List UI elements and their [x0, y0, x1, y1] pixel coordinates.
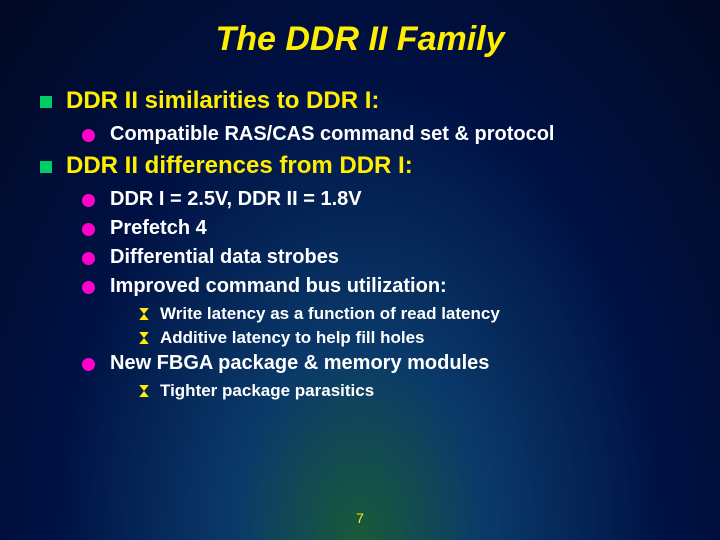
section-heading: DDR II differences from DDR I:: [40, 152, 680, 180]
slide: The DDR II Family DDR II similarities to…: [0, 0, 720, 425]
bullet-item: DDR I = 2.5V, DDR II = 1.8V: [82, 188, 680, 211]
section-heading: DDR II similarities to DDR I:: [40, 87, 680, 115]
bullet-item: New FBGA package & memory modules: [82, 352, 680, 375]
page-number: 7: [0, 510, 720, 526]
bullet-item: Differential data strobes: [82, 246, 680, 269]
bullet-item: Prefetch 4: [82, 217, 680, 240]
sub-bullet-item: Tighter package parasitics: [138, 381, 680, 401]
slide-title: The DDR II Family: [40, 20, 680, 59]
bullet-item: Compatible RAS/CAS command set & protoco…: [82, 123, 680, 146]
sub-bullet-item: Additive latency to help fill holes: [138, 328, 680, 348]
bullet-item: Improved command bus utilization:: [82, 275, 680, 298]
sub-bullet-item: Write latency as a function of read late…: [138, 304, 680, 324]
